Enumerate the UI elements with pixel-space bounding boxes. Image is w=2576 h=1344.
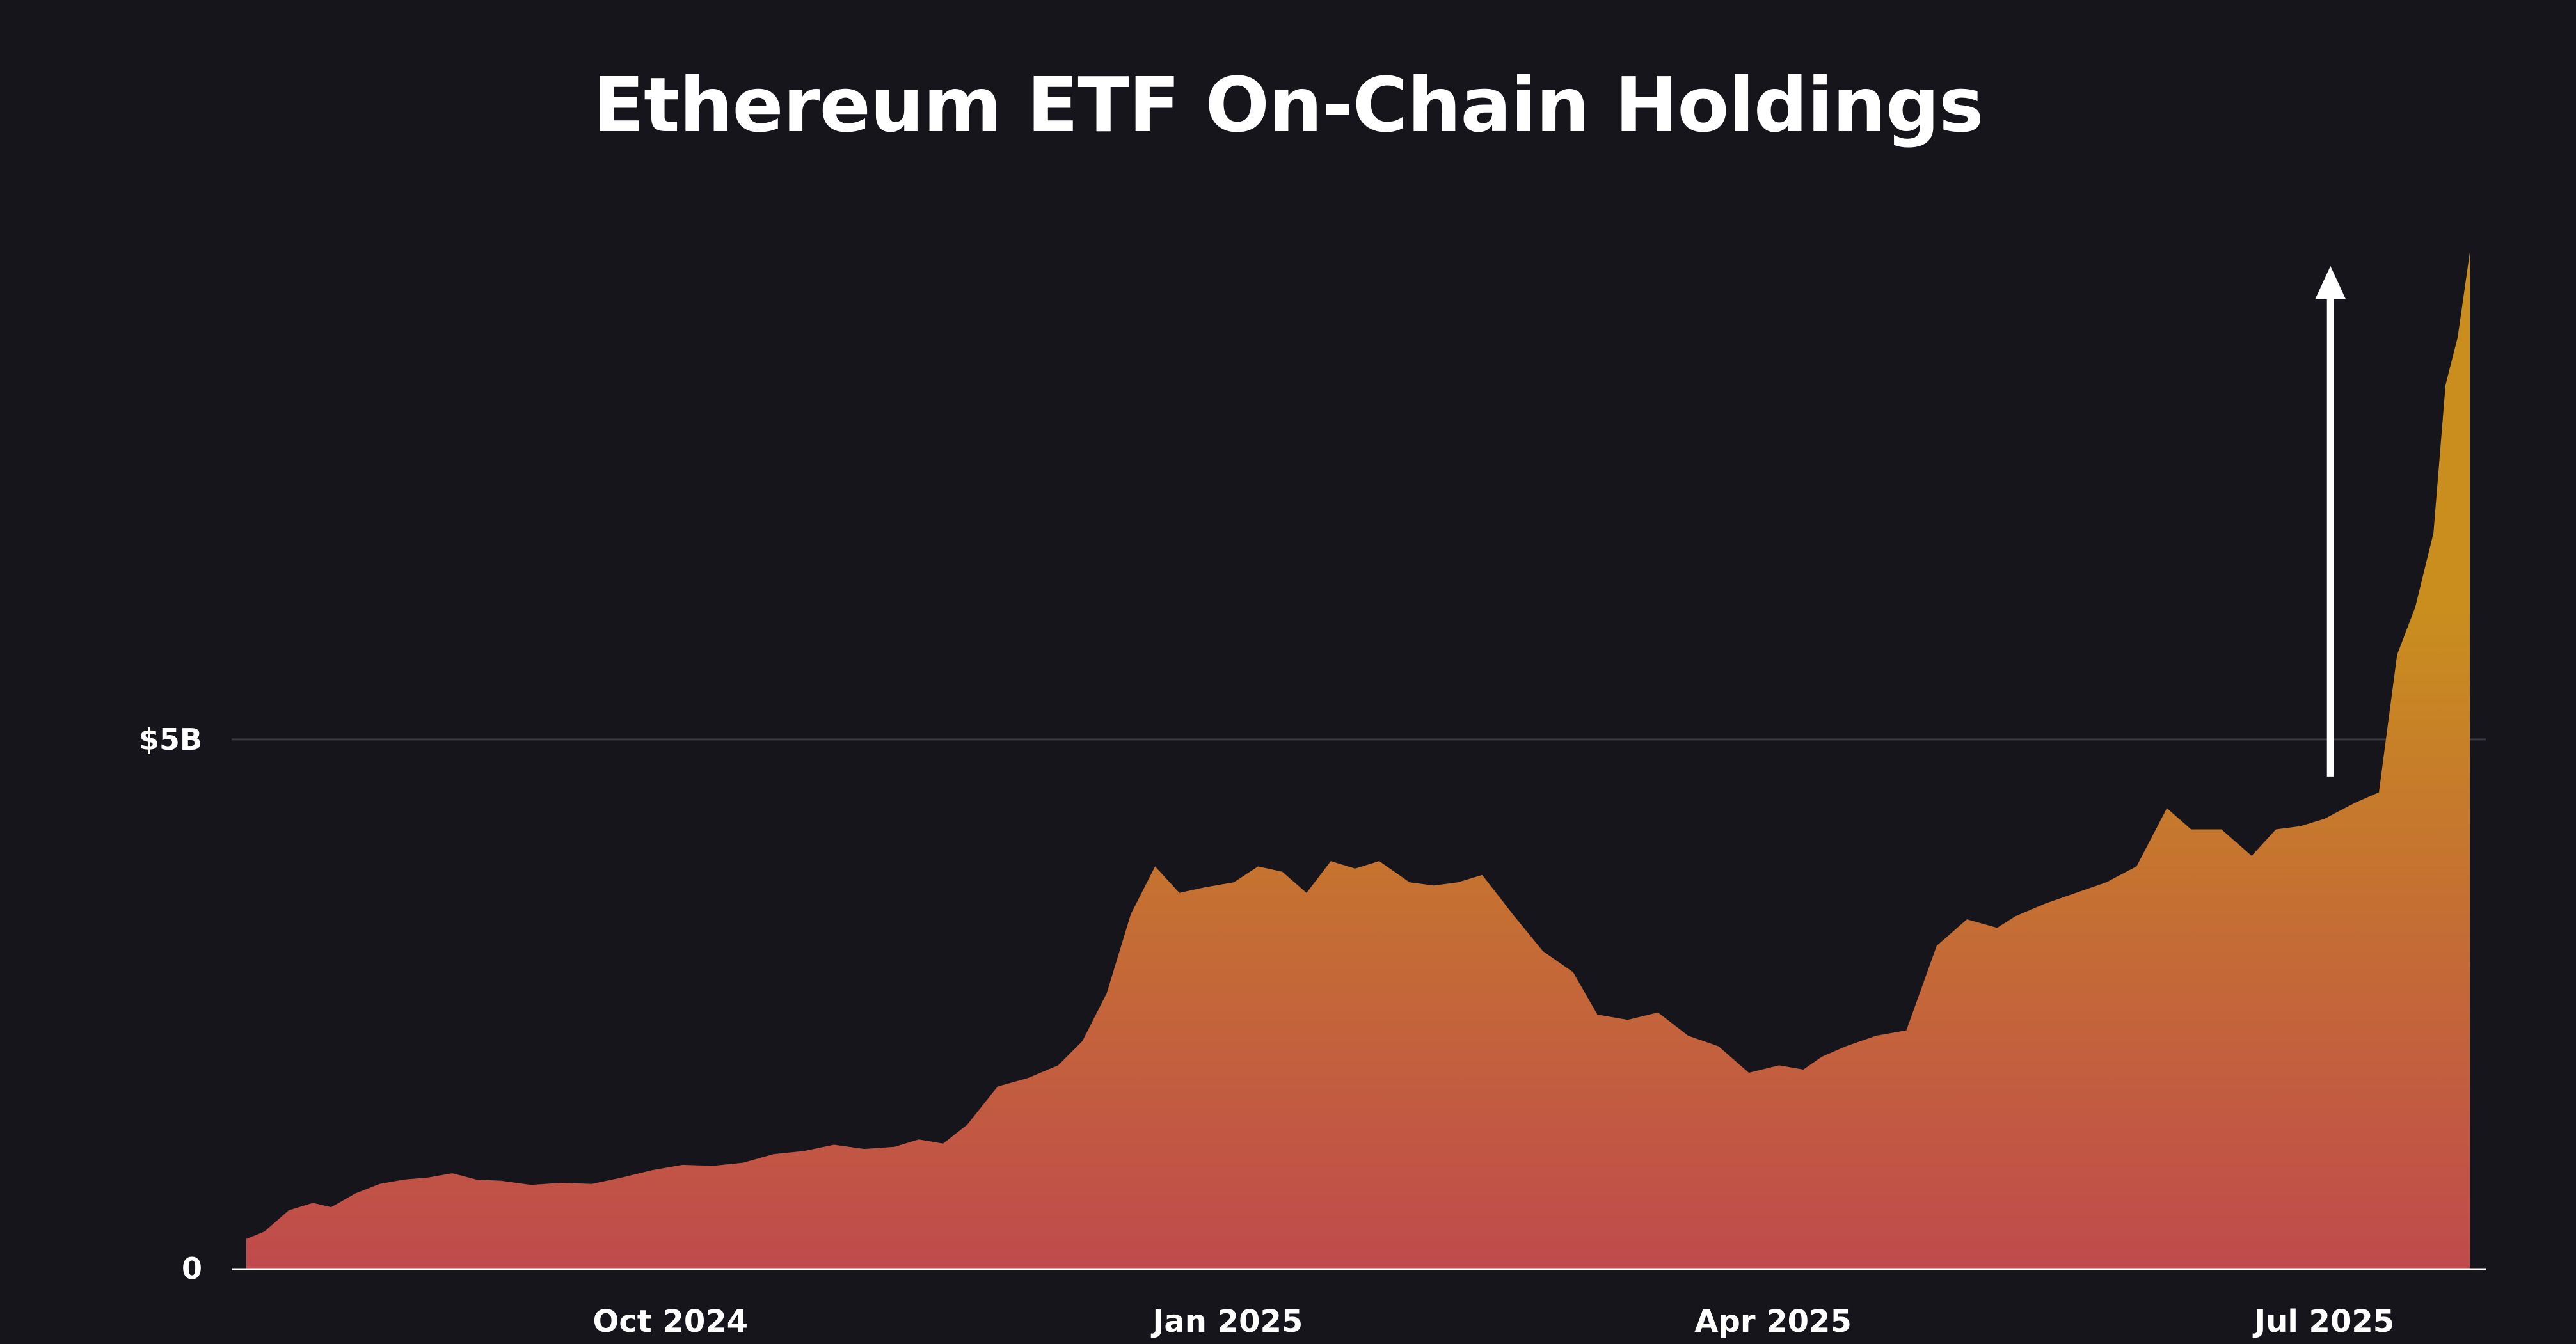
chart-title: Ethereum ETF On-Chain Holdings: [592, 61, 1984, 149]
annotation-arrow: [2315, 265, 2346, 777]
y-tick-label: $5B: [139, 722, 202, 757]
x-tick-label: Apr 2025: [1694, 1304, 1851, 1340]
series-area: [246, 253, 2470, 1269]
x-tick-label: Jan 2025: [1151, 1304, 1303, 1340]
arrow-head: [2315, 265, 2346, 299]
x-tick-label: Jul 2025: [2252, 1304, 2394, 1340]
x-tick-label: Oct 2024: [593, 1304, 749, 1340]
y-tick-label: 0: [182, 1251, 202, 1286]
x-tick-labels: Oct 2024 Jan 2025 Apr 2025 Jul 2025: [593, 1304, 2395, 1340]
y-axis: 0 $5B: [139, 722, 202, 1286]
area-series-holdings: [246, 253, 2470, 1269]
